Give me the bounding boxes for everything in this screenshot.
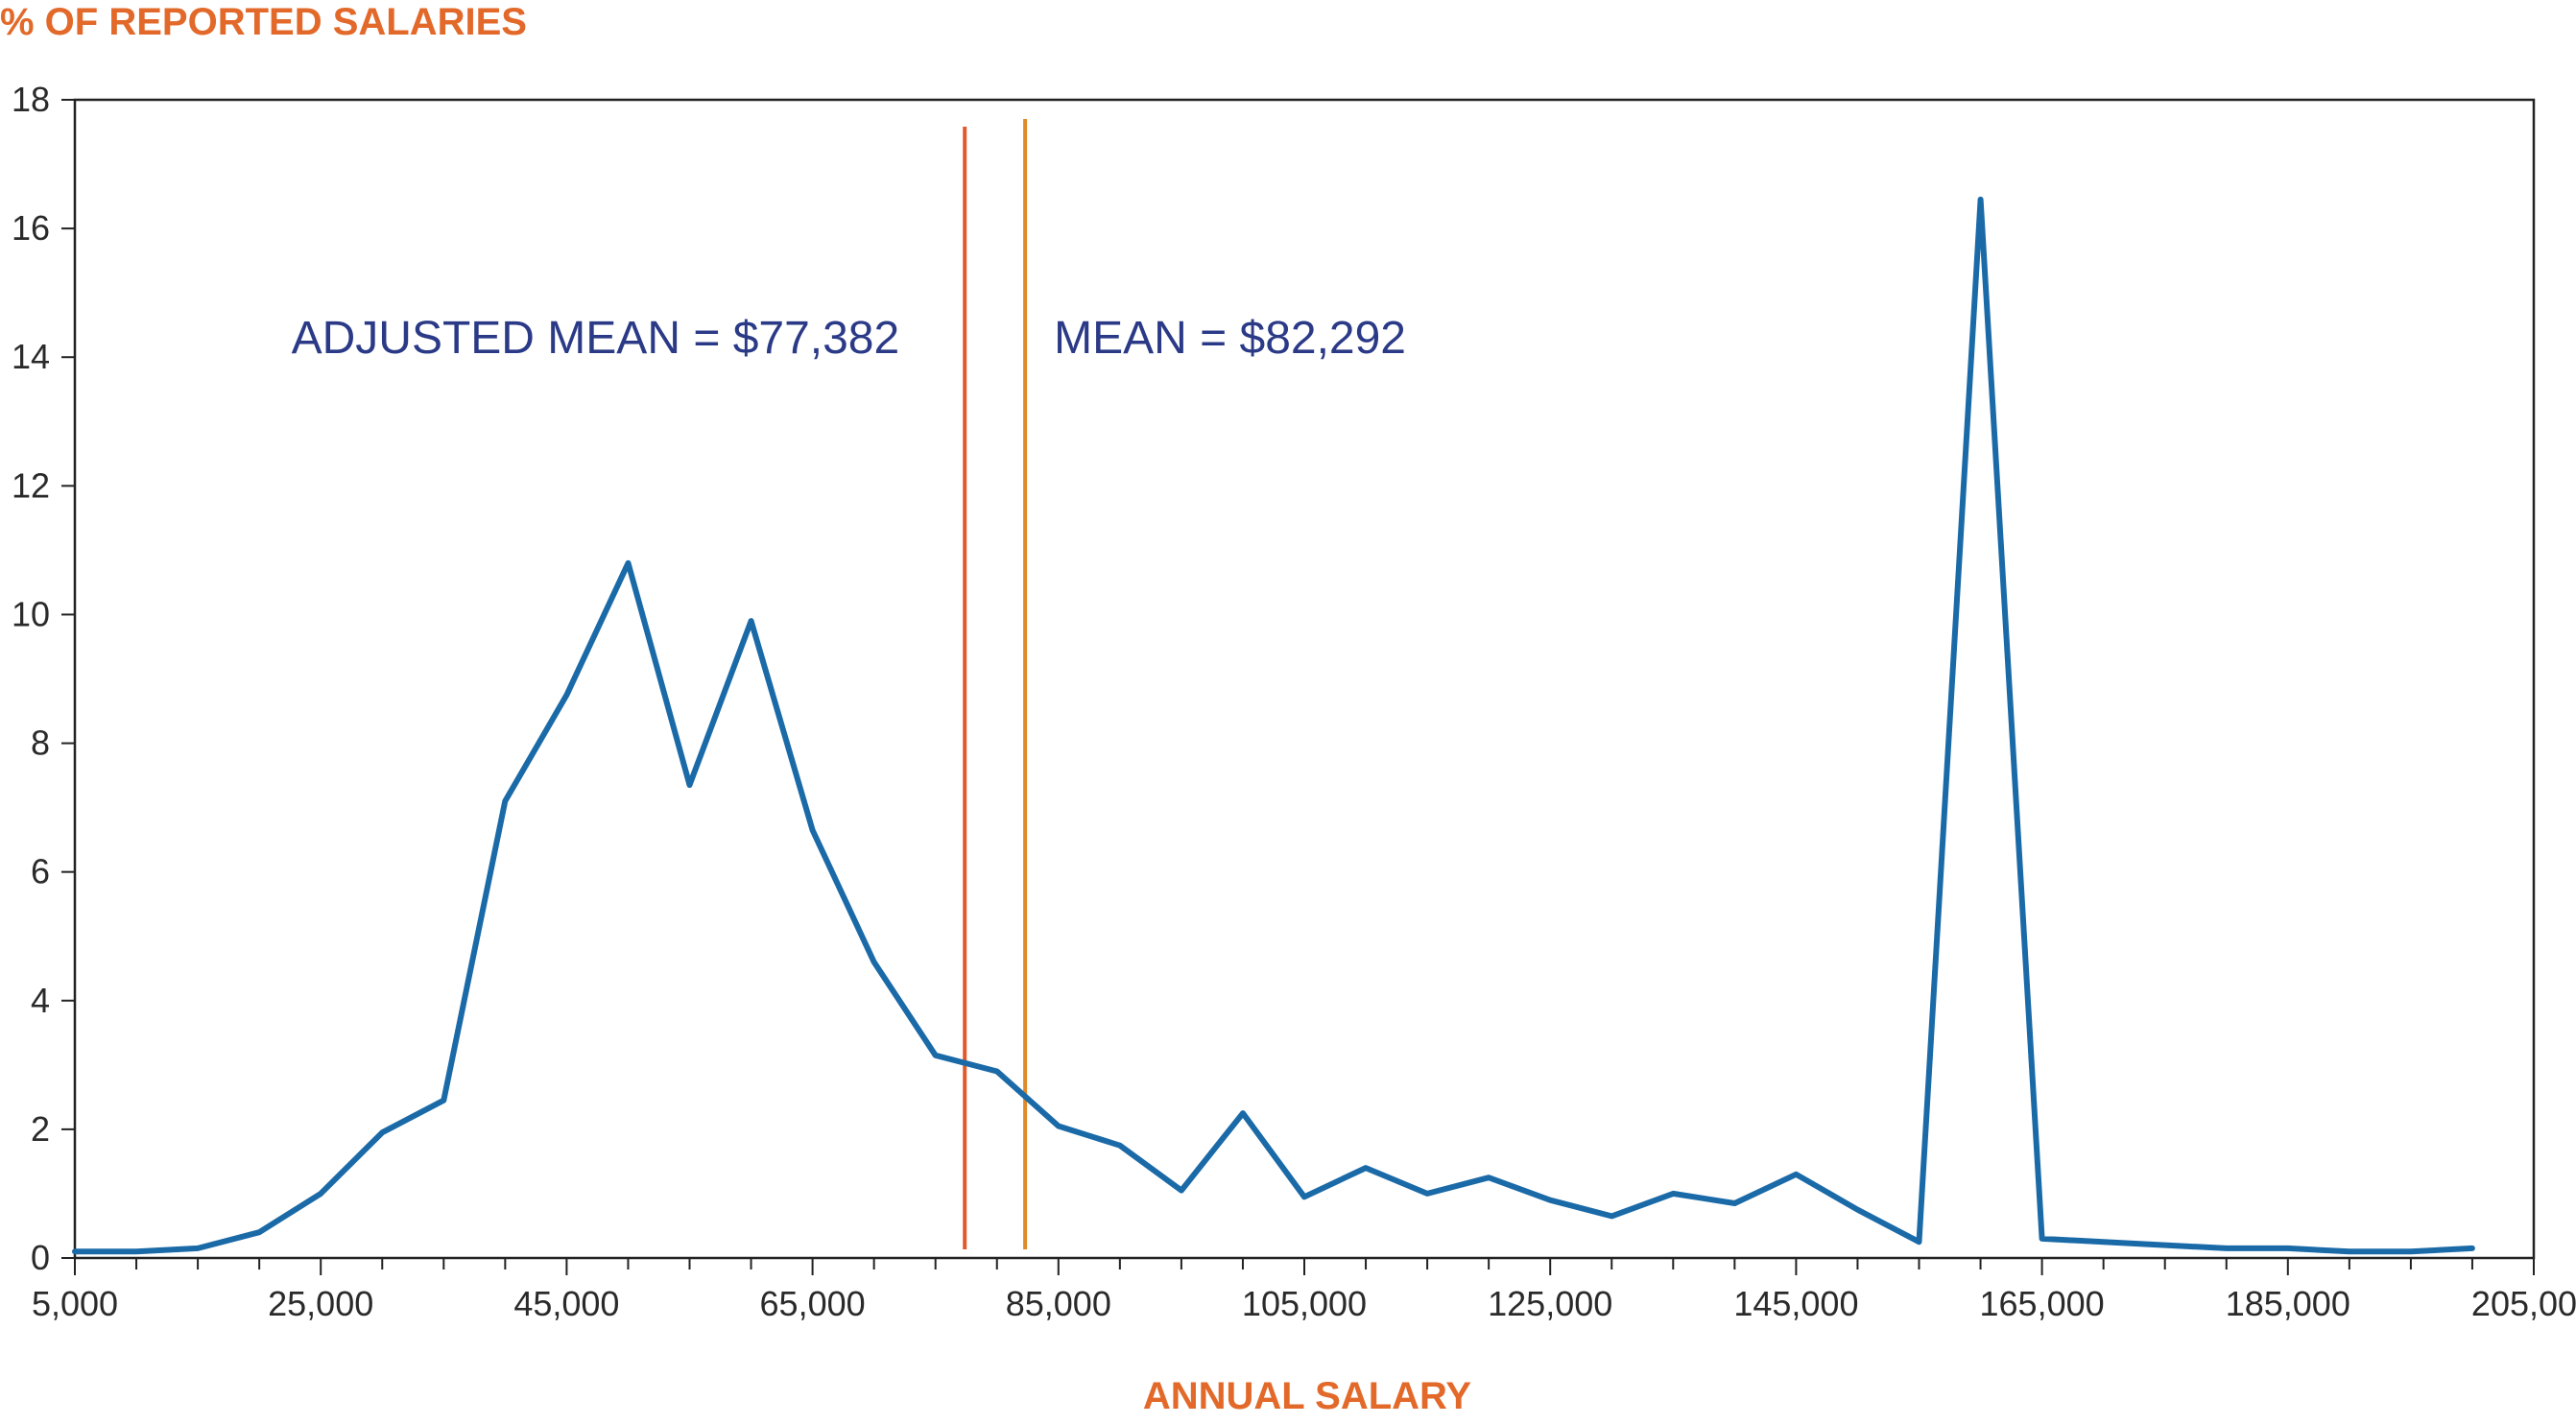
y-tick-label: 18	[12, 80, 50, 119]
y-tick-label: 4	[31, 981, 50, 1020]
x-axis-ticks: 5,000 25,000 45,000 65,000 85,000 105,000 125,…	[32, 1258, 2576, 1323]
x-tick-label: 105,000	[1242, 1284, 1367, 1323]
y-tick-label: 0	[31, 1238, 50, 1277]
y-tick-label: 10	[12, 594, 50, 633]
reference-lines: ADJUSTED MEAN = $77,382 MEAN = $82,292	[292, 119, 1406, 1249]
reference-line-label: MEAN = $82,292	[1054, 313, 1406, 364]
plot-area-frame	[73, 98, 2536, 1260]
salary-distribution-line	[72, 196, 2475, 1255]
y-tick-label: 2	[31, 1109, 50, 1149]
x-tick-label: 145,000	[1733, 1284, 1858, 1323]
reference-line-label: ADJUSTED MEAN = $77,382	[292, 313, 900, 364]
y-tick-label: 8	[31, 724, 50, 763]
x-tick-label: 185,000	[2226, 1284, 2350, 1323]
y-axis-ticks: 0 2 4 6 8 10 12 14 16 18	[12, 80, 75, 1277]
y-tick-label: 16	[12, 208, 50, 248]
y-tick-label: 6	[31, 852, 50, 891]
x-tick-label: 85,000	[1006, 1284, 1111, 1323]
x-axis-label: ANNUAL SALARY	[1143, 1375, 1472, 1417]
y-axis-label: % OF REPORTED SALARIES	[0, 1, 527, 43]
x-tick-label: 125,000	[1488, 1284, 1612, 1323]
y-tick-label: 14	[12, 337, 50, 376]
x-tick-label: 65,000	[760, 1284, 866, 1323]
x-tick-label: 165,000	[1980, 1284, 2105, 1323]
x-tick-label: 205,000	[2471, 1284, 2576, 1323]
x-tick-label: 25,000	[268, 1284, 373, 1323]
x-tick-label: 5,000	[32, 1284, 118, 1323]
x-tick-label: 45,000	[513, 1284, 619, 1323]
y-tick-label: 12	[12, 465, 50, 505]
